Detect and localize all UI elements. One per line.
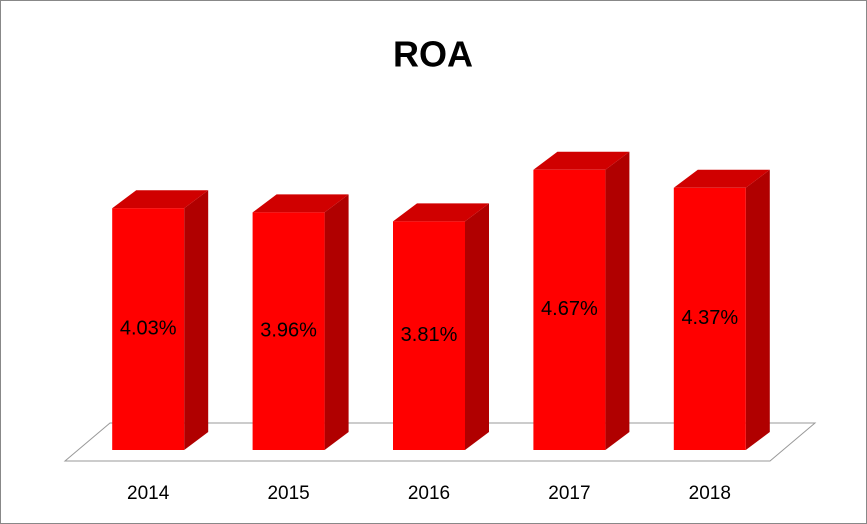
x-tick-label: 2018 bbox=[689, 483, 731, 504]
bar-side bbox=[465, 203, 489, 450]
bar-side bbox=[184, 190, 209, 450]
bar-top bbox=[533, 151, 630, 170]
x-tick-label: 2015 bbox=[267, 483, 309, 504]
bar-top bbox=[673, 169, 770, 188]
chart-title: ROA bbox=[393, 34, 473, 75]
bar bbox=[393, 221, 465, 450]
bar bbox=[533, 169, 606, 451]
bar-top bbox=[252, 194, 349, 213]
bar-side bbox=[605, 151, 630, 451]
x-tick-label: 2016 bbox=[408, 483, 450, 504]
bar-top bbox=[393, 203, 489, 222]
bar bbox=[673, 187, 746, 451]
bar-side bbox=[324, 194, 349, 450]
bar bbox=[112, 208, 185, 450]
data-label: 3.81% bbox=[401, 324, 458, 346]
bar-top bbox=[112, 190, 209, 209]
data-label: 4.67% bbox=[541, 298, 598, 320]
data-label: 4.37% bbox=[681, 307, 738, 329]
data-label: 4.03% bbox=[120, 317, 177, 339]
x-tick-label: 2014 bbox=[127, 483, 170, 504]
bar bbox=[252, 212, 325, 450]
bar-side bbox=[745, 169, 770, 451]
data-label: 3.96% bbox=[260, 319, 317, 341]
x-tick-label: 2017 bbox=[548, 483, 590, 504]
